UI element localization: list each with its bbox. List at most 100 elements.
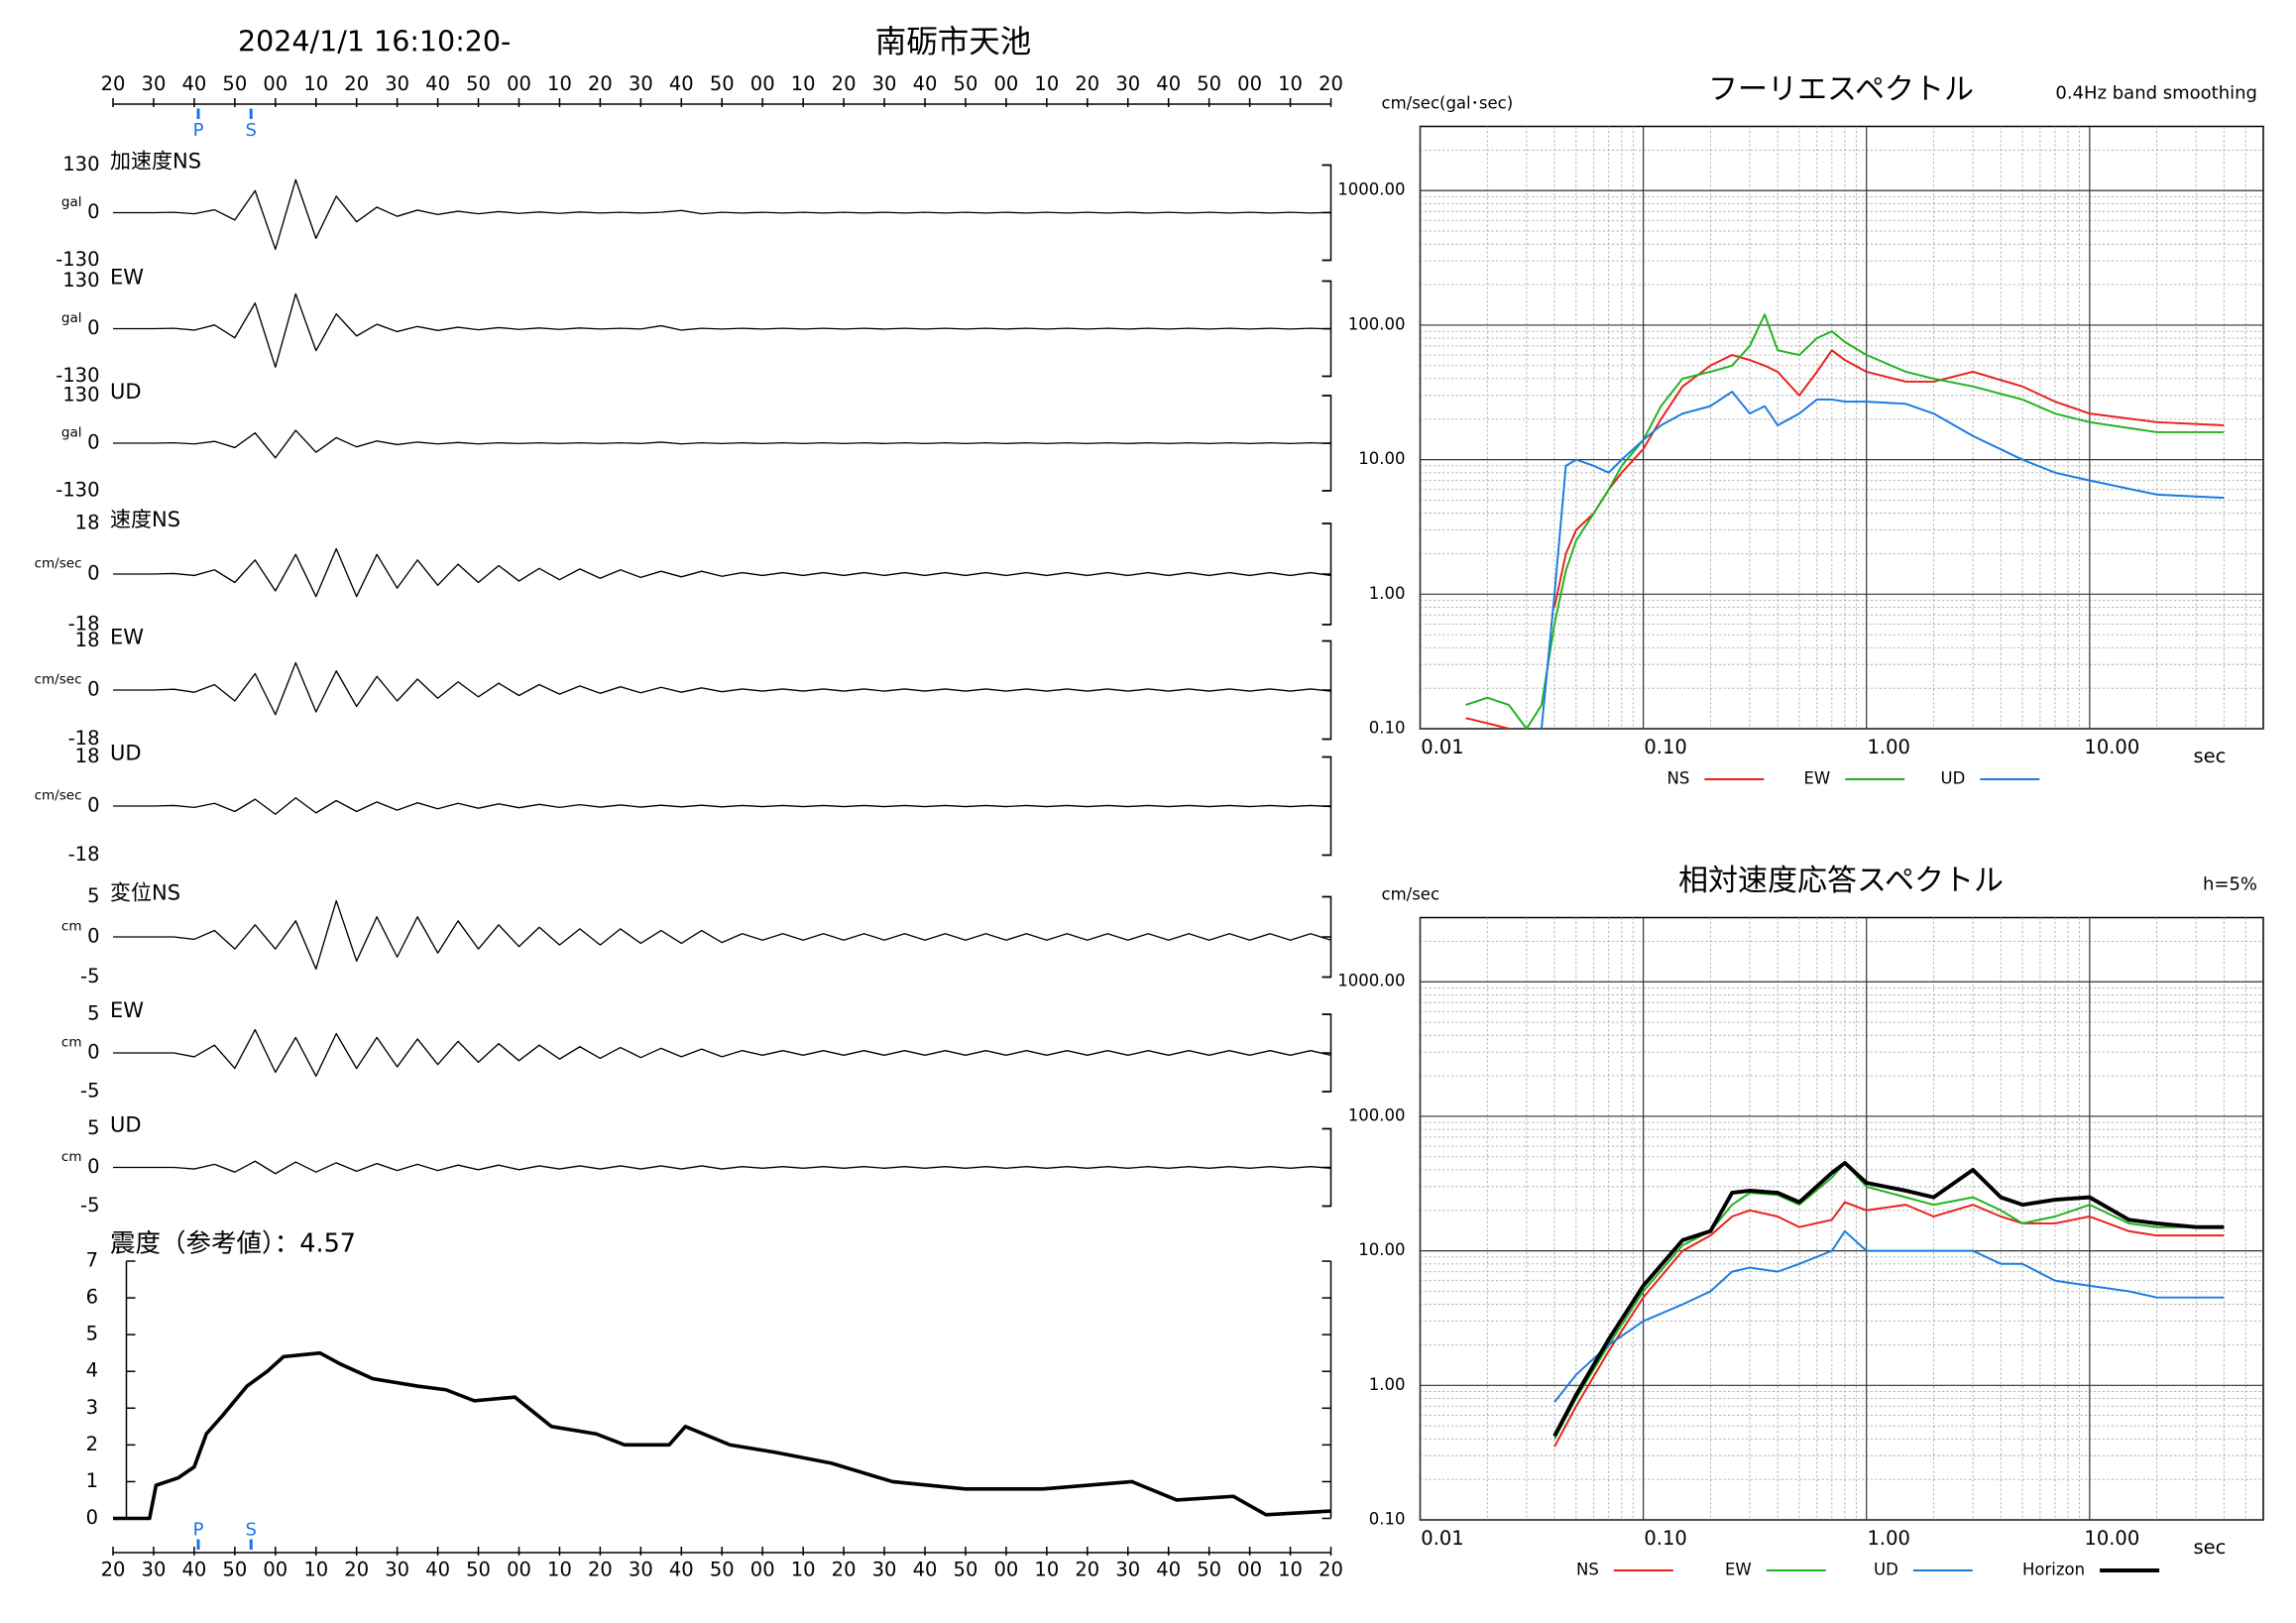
y-tick-label: 18 (75, 629, 100, 651)
x-tick-label: 20 (832, 72, 857, 95)
x-tick-label: 00 (1237, 1559, 1262, 1581)
spectrum-title: 相対速度応答スペクトル (1678, 864, 2004, 898)
series-line (1465, 313, 2225, 730)
waveform (113, 292, 1331, 368)
x-tick-label: 00 (750, 72, 775, 95)
series-line (1552, 1161, 2225, 1438)
x-tick-label: 10 (791, 1559, 816, 1581)
x-tick-label: 30 (142, 72, 167, 95)
x-tick-label: 50 (222, 1559, 247, 1581)
y-tick-label: 0 (87, 794, 99, 817)
plot-frame (1419, 125, 2264, 730)
x-tick-label: 20 (1075, 72, 1099, 95)
x-tick-label: 00 (993, 1559, 1018, 1581)
x-tick-label: 30 (629, 1559, 653, 1581)
y-tick-label: 6 (86, 1286, 98, 1309)
phase-label: S (246, 120, 257, 141)
x-tick-label: 20 (344, 72, 369, 95)
panel-label: EW (110, 998, 144, 1022)
x-tick-label: 50 (710, 1559, 735, 1581)
x-tick-label: 30 (872, 1559, 897, 1581)
legend-label: NS (1667, 769, 1690, 788)
y-tick-label: -18 (68, 613, 100, 636)
x-tick-label: 40 (425, 72, 450, 95)
x-tick-label: 30 (629, 72, 653, 95)
x-tick-label: 50 (954, 1559, 978, 1581)
y-tick-label: 0.10 (1369, 1510, 1406, 1529)
waveform (113, 661, 1331, 716)
y-tick-label: 0 (87, 200, 99, 223)
x-tick-label: 10.00 (2084, 736, 2139, 758)
legend-label: UD (1874, 1561, 1898, 1579)
y-tick-label: 7 (86, 1249, 98, 1272)
legend-label: EW (1725, 1561, 1752, 1579)
y-tick-label: -18 (68, 727, 100, 750)
y-tick-label: 4 (86, 1359, 98, 1382)
x-tick-label: 10 (1278, 1559, 1303, 1581)
x-tick-label: 50 (222, 72, 247, 95)
x-tick-label: 00 (263, 72, 287, 95)
legend-label: Horizon (2022, 1561, 2085, 1579)
intensity-title: 震度（参考値）：4.57 (110, 1229, 356, 1259)
x-tick-label: 50 (466, 1559, 491, 1581)
panel-label: 加速度NS (110, 150, 201, 174)
legend-label: EW (1804, 769, 1831, 788)
x-tick-label: 00 (993, 72, 1018, 95)
unit-label: cm/sec (35, 556, 82, 572)
x-tick-label: 10 (303, 72, 328, 95)
y-tick-label: 130 (62, 384, 99, 406)
y-tick-label: -5 (80, 965, 99, 987)
x-tick-label: 40 (669, 1559, 694, 1581)
x-tick-label: 40 (181, 72, 206, 95)
x-tick-label: 10 (791, 72, 816, 95)
waveform (113, 429, 1331, 459)
legend-label: NS (1576, 1561, 1599, 1579)
waveform (113, 547, 1331, 598)
y-tick-label: 5 (87, 884, 99, 907)
x-tick-label: 40 (913, 72, 938, 95)
y-tick-label: 0 (87, 431, 99, 454)
waveform (113, 1028, 1331, 1078)
unit-label: cm (61, 1035, 82, 1051)
spectrum-title: フーリエスペクトル (1708, 72, 1974, 107)
waveform (113, 899, 1331, 971)
x-tick-label: 20 (101, 1559, 126, 1581)
phase-label: S (246, 1520, 257, 1541)
x-tick-label: 0.10 (1644, 736, 1686, 758)
x-axis-label: sec (2194, 1536, 2227, 1559)
y-tick-label: 130 (62, 153, 99, 175)
x-tick-label: 10 (303, 1559, 328, 1581)
x-tick-label: 1.00 (1868, 736, 1910, 758)
x-tick-label: 10.00 (2084, 1527, 2139, 1550)
y-tick-label: 0 (87, 1041, 99, 1064)
series-line (1553, 349, 2225, 608)
y-tick-label: 2 (86, 1433, 98, 1455)
panel-label: 変位NS (110, 881, 180, 905)
waveform (113, 1160, 1331, 1175)
y-axis-label: cm/sec(gal･sec) (1382, 94, 1514, 113)
x-tick-label: 30 (385, 72, 409, 95)
y-tick-label: 10.00 (1358, 1240, 1405, 1259)
x-tick-label: 50 (710, 72, 735, 95)
y-tick-label: 0.10 (1369, 719, 1406, 738)
series-line (1553, 1229, 2225, 1403)
x-tick-label: 20 (344, 1559, 369, 1581)
x-tick-label: 40 (669, 72, 694, 95)
panel-label: UD (110, 742, 142, 765)
x-tick-label: 20 (832, 1559, 857, 1581)
series-line (1541, 391, 2225, 730)
x-tick-label: 50 (1197, 1559, 1221, 1581)
series-line (1553, 1201, 2225, 1448)
x-tick-label: 0.01 (1421, 1527, 1463, 1550)
y-tick-label: -5 (80, 1080, 99, 1102)
report-title: 2024/1/1 16:10:20- (238, 26, 511, 58)
waveform (113, 797, 1331, 815)
x-tick-label: 10 (1034, 72, 1059, 95)
x-tick-label: 0.10 (1644, 1527, 1686, 1550)
y-axis-label: cm/sec (1382, 885, 1440, 904)
x-tick-label: 40 (913, 1559, 938, 1581)
x-tick-label: 10 (547, 72, 572, 95)
x-tick-label: 20 (1075, 1559, 1099, 1581)
y-tick-label: 1000.00 (1337, 972, 1405, 990)
y-tick-label: -5 (80, 1194, 99, 1217)
